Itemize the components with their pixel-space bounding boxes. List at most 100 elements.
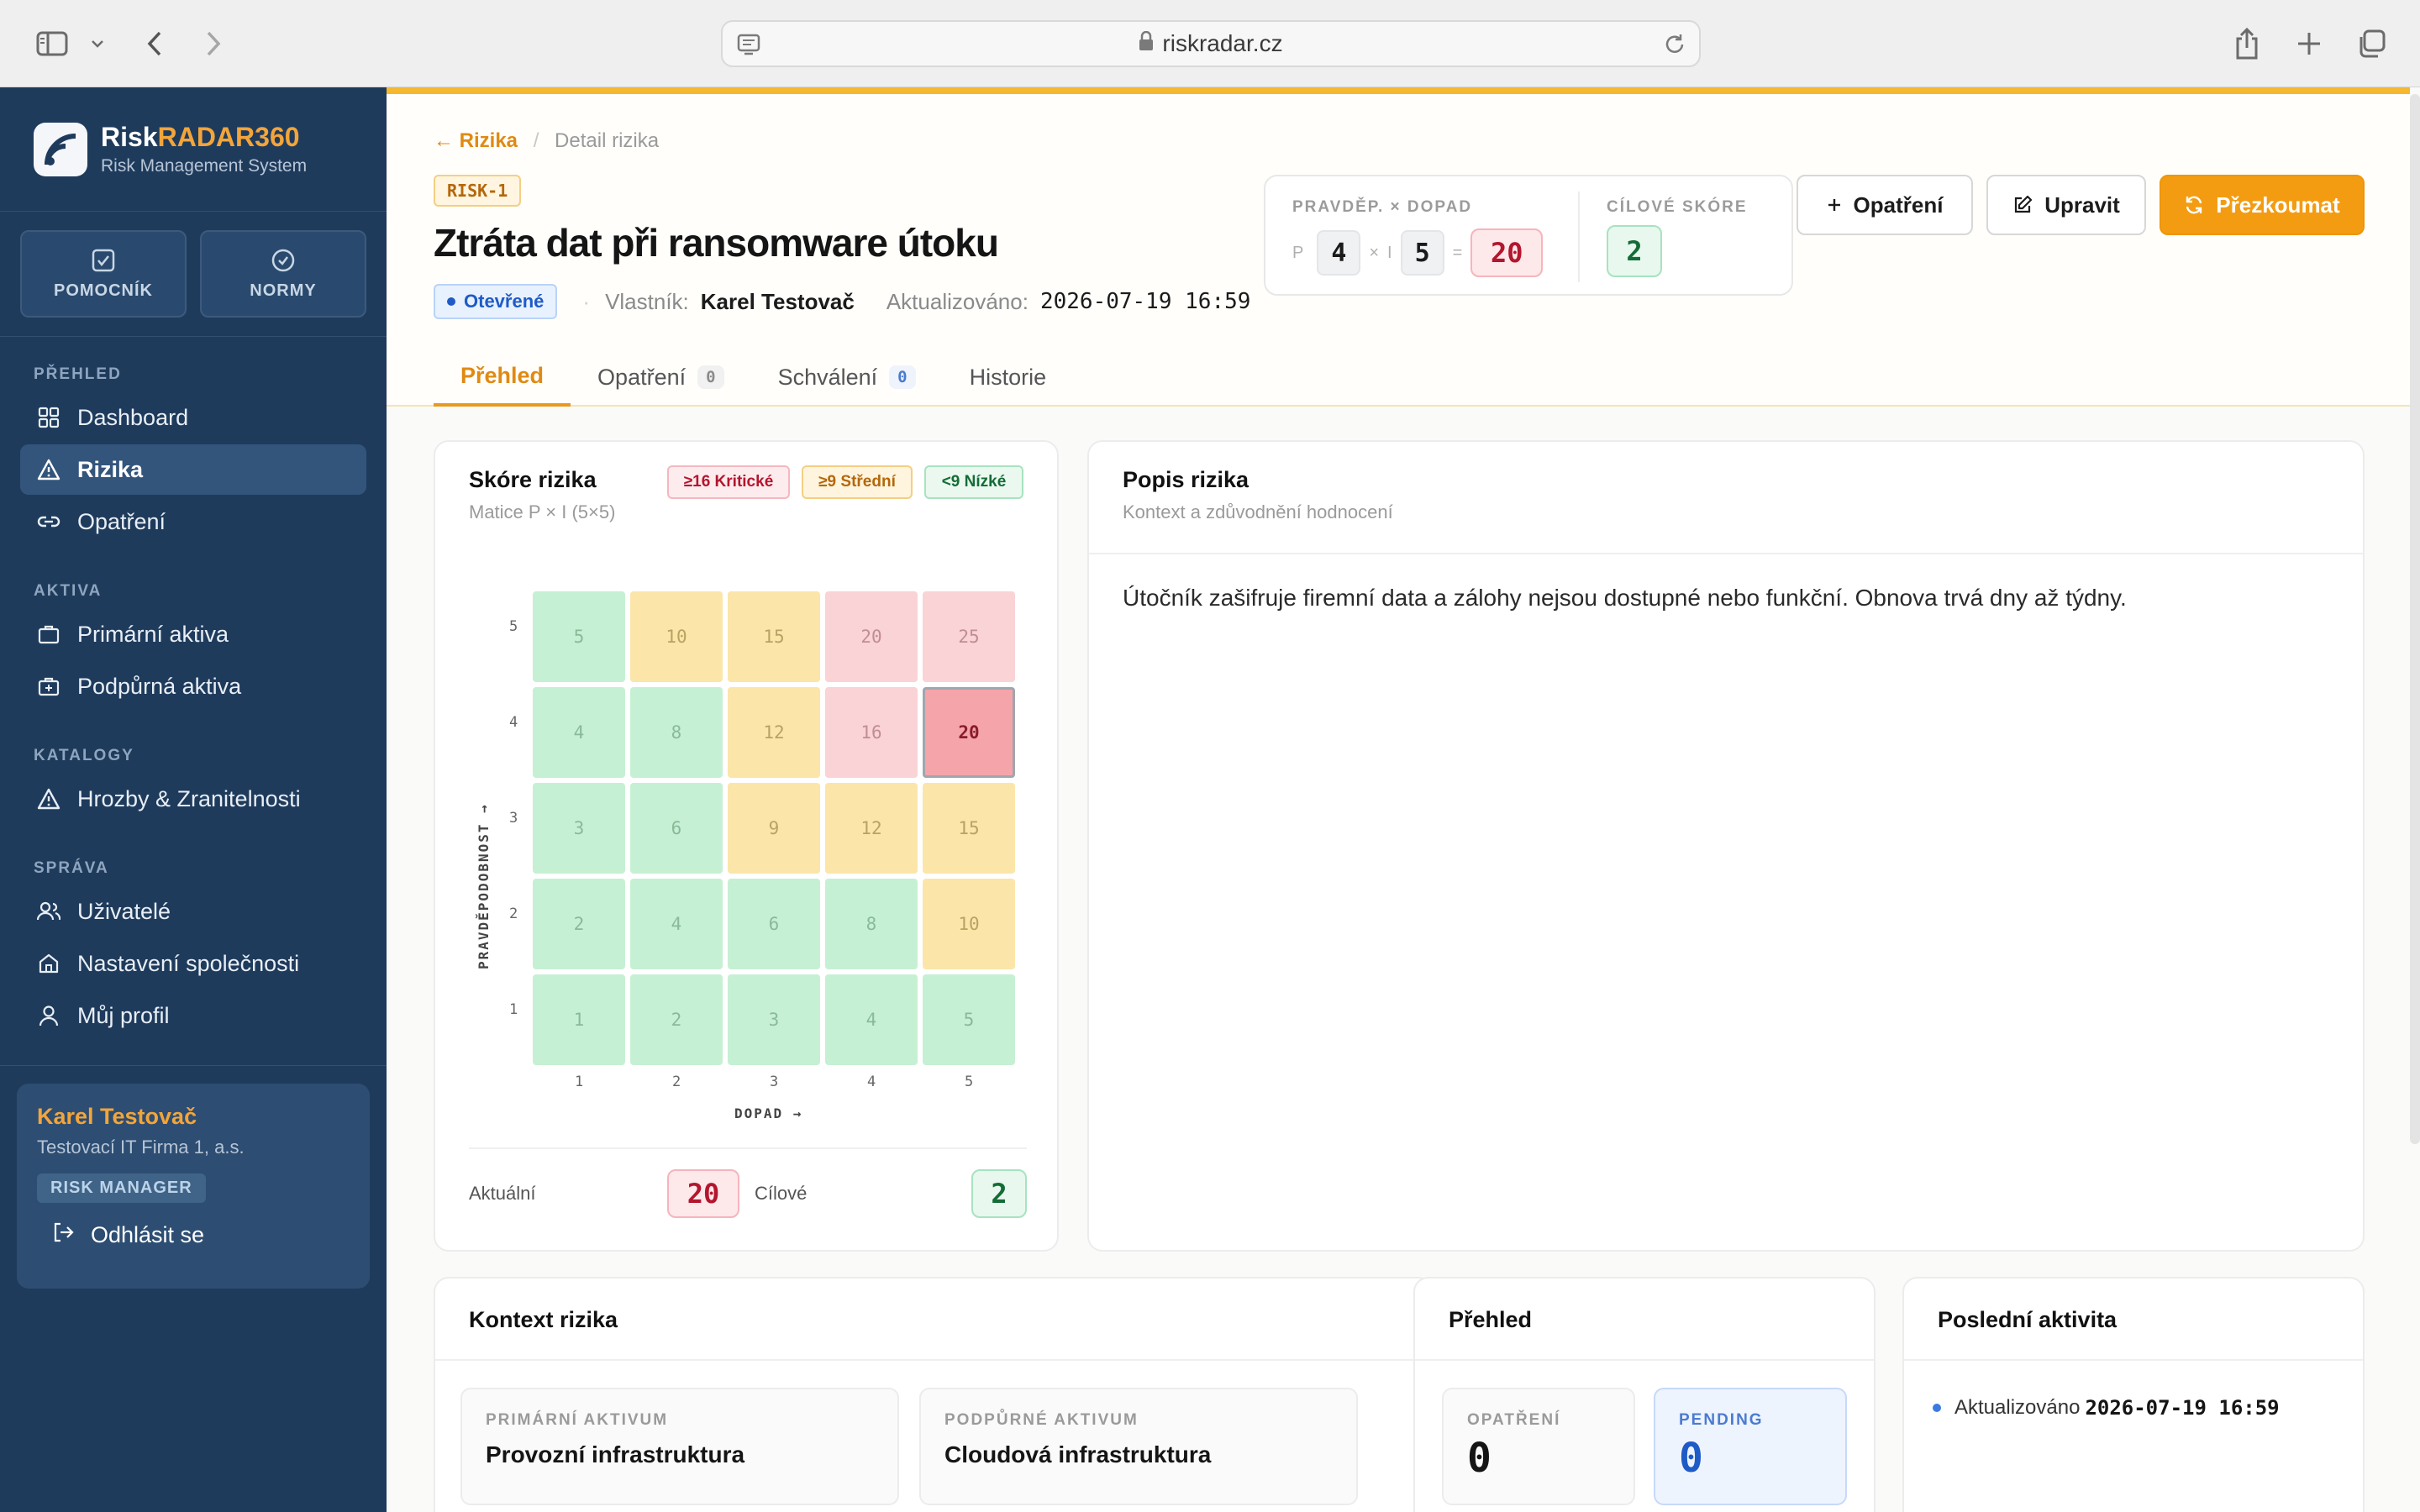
tab-overview-icon[interactable] bbox=[2354, 20, 2388, 67]
primary-asset-value: Provozní infrastruktura bbox=[486, 1441, 745, 1467]
matrix-cell[interactable]: 10 bbox=[923, 879, 1015, 969]
sidebar-item-label: Hrozby & Zranitelnosti bbox=[77, 785, 301, 811]
assistant-button[interactable]: POMOCNÍK bbox=[20, 230, 187, 318]
url-text: riskradar.cz bbox=[1162, 30, 1283, 56]
matrix-cell[interactable]: 2 bbox=[533, 879, 625, 969]
sidebar-item-threats[interactable]: Hrozby & Zranitelnosti bbox=[20, 774, 366, 824]
y-tick-label: 4 bbox=[509, 714, 518, 731]
description-text: Útočník zašifruje firemní data a zálohy … bbox=[1123, 585, 2127, 611]
matrix-cell[interactable]: 2 bbox=[630, 974, 723, 1065]
sidebar-item-measures[interactable]: Opatření bbox=[20, 496, 366, 547]
matrix-cell[interactable]: 15 bbox=[923, 783, 1015, 874]
user-name: Karel Testovač bbox=[37, 1104, 197, 1129]
sidebar-toggle-icon[interactable] bbox=[32, 20, 72, 67]
matrix-cell[interactable]: 3 bbox=[533, 783, 625, 874]
pending-count-value: 0 bbox=[1679, 1435, 1703, 1482]
matrix-cell[interactable]: 12 bbox=[825, 783, 918, 874]
matrix-cell[interactable]: 4 bbox=[630, 879, 723, 969]
status-badge: Otevřené bbox=[434, 284, 558, 319]
tab-approvals[interactable]: Schválení 0 bbox=[751, 348, 943, 407]
breadcrumb-back-link[interactable]: ← Rizika bbox=[434, 129, 518, 152]
standards-label: NORMY bbox=[250, 281, 317, 300]
matrix-cell[interactable]: 10 bbox=[630, 591, 723, 682]
tab-label: Přehled bbox=[460, 362, 544, 388]
y-tick-label: 2 bbox=[509, 906, 518, 922]
logout-button[interactable]: Odhlásit se bbox=[52, 1221, 350, 1249]
matrix-cell[interactable]: 12 bbox=[728, 687, 820, 778]
matrix-cell[interactable]: 4 bbox=[533, 687, 625, 778]
sidebar-item-my-profile[interactable]: Můj profil bbox=[20, 990, 366, 1041]
target-score-value: 2 bbox=[1607, 225, 1662, 277]
description-divider bbox=[1089, 553, 2363, 554]
pending-count-box: PENDING 0 bbox=[1654, 1388, 1847, 1505]
check-square-icon bbox=[92, 249, 115, 271]
tab-measures[interactable]: Opatření 0 bbox=[571, 348, 751, 407]
site-settings-icon[interactable] bbox=[736, 32, 761, 63]
matrix-cell[interactable]: 6 bbox=[728, 879, 820, 969]
score-summary: PRAVDĚP. × DOPAD P 4 × I 5 = 20 CÍLOVÉ S… bbox=[1264, 175, 1793, 296]
impact-value: 5 bbox=[1400, 230, 1444, 276]
matrix-cell[interactable]: 20 bbox=[923, 687, 1015, 778]
reload-icon[interactable] bbox=[1662, 32, 1687, 63]
chevron-down-icon[interactable] bbox=[87, 20, 108, 67]
matrix-cell[interactable]: 6 bbox=[630, 783, 723, 874]
add-measure-button[interactable]: Opatření bbox=[1797, 175, 1973, 235]
main-content: ← Rizika / Detail rizika RISK-1 Ztráta d… bbox=[387, 87, 2420, 1512]
page-title: Ztráta dat při ransomware útoku bbox=[434, 221, 999, 265]
y-tick-label: 3 bbox=[509, 810, 518, 827]
sidebar-item-label: Nastavení společnosti bbox=[77, 950, 300, 976]
activity-item: Aktualizováno 2026-07-19 16:59 bbox=[1933, 1396, 2280, 1420]
matrix-cell[interactable]: 25 bbox=[923, 591, 1015, 682]
grid-icon bbox=[37, 406, 60, 429]
risk-matrix: 5 5 10 15 20 25 4 4 8 12 16 20 3 3 6 9 12 15 2 2 4 6 8 10 1 1 2 3 4 5… bbox=[435, 442, 1060, 1114]
sidebar-item-support-assets[interactable]: Podpůrná aktiva bbox=[20, 661, 366, 711]
matrix-cell[interactable]: 3 bbox=[728, 974, 820, 1065]
matrix-cell[interactable]: 8 bbox=[630, 687, 723, 778]
score-result: 20 bbox=[1470, 228, 1544, 277]
matrix-cell[interactable]: 16 bbox=[825, 687, 918, 778]
status-label: Otevřené bbox=[464, 291, 544, 312]
scrollbar[interactable] bbox=[2410, 94, 2420, 1144]
matrix-cell[interactable]: 5 bbox=[533, 591, 625, 682]
sidebar-item-label: Opatření bbox=[77, 508, 166, 534]
home-icon bbox=[37, 952, 60, 975]
activity-label: Aktualizováno bbox=[1954, 1396, 2081, 1419]
sidebar-item-label: Uživatelé bbox=[77, 898, 171, 924]
y-tick-label: 1 bbox=[509, 1001, 518, 1018]
matrix-cell[interactable]: 20 bbox=[825, 591, 918, 682]
sidebar-item-dashboard[interactable]: Dashboard bbox=[20, 392, 366, 443]
sidebar-item-label: Můj profil bbox=[77, 1002, 170, 1028]
sidebar-item-primary-assets[interactable]: Primární aktiva bbox=[20, 609, 366, 659]
role-badge: RISK MANAGER bbox=[37, 1173, 206, 1203]
address-bar[interactable]: riskradar.cz bbox=[721, 20, 1701, 67]
primary-asset-box[interactable]: PRIMÁRNÍ AKTIVUM Provozní infrastruktura bbox=[460, 1388, 899, 1505]
new-tab-icon[interactable] bbox=[2292, 20, 2326, 67]
matrix-cell[interactable]: 8 bbox=[825, 879, 918, 969]
forward-icon[interactable] bbox=[198, 20, 229, 67]
standards-button[interactable]: NORMY bbox=[200, 230, 366, 318]
logout-icon bbox=[52, 1221, 74, 1249]
radar-logo-icon bbox=[34, 122, 87, 176]
tab-overview[interactable]: Přehled bbox=[434, 348, 571, 407]
review-button[interactable]: Přezkoumat bbox=[2160, 175, 2365, 235]
matrix-cell[interactable]: 1 bbox=[533, 974, 625, 1065]
tab-label: Opatření bbox=[597, 364, 687, 390]
support-asset-box[interactable]: PODPŮRNÉ AKTIVUM Cloudová infrastruktura bbox=[919, 1388, 1358, 1505]
current-score-label: Aktuální bbox=[469, 1183, 536, 1204]
sidebar-item-company-settings[interactable]: Nastavení společnosti bbox=[20, 938, 366, 989]
matrix-cell[interactable]: 4 bbox=[825, 974, 918, 1065]
matrix-cell[interactable]: 9 bbox=[728, 783, 820, 874]
back-icon[interactable] bbox=[139, 20, 170, 67]
sidebar-item-risks[interactable]: Rizika bbox=[20, 444, 366, 495]
sidebar-item-users[interactable]: Uživatelé bbox=[20, 886, 366, 937]
share-icon[interactable] bbox=[2230, 20, 2264, 67]
matrix-cell[interactable]: 15 bbox=[728, 591, 820, 682]
activity-title: Poslední aktivita bbox=[1938, 1307, 2118, 1332]
tab-history[interactable]: Historie bbox=[943, 348, 1074, 407]
user-icon bbox=[37, 1004, 60, 1027]
matrix-cell[interactable]: 5 bbox=[923, 974, 1015, 1065]
edit-button[interactable]: Upravit bbox=[1986, 175, 2146, 235]
brand[interactable]: RiskRADAR360 Risk Management System bbox=[0, 87, 387, 212]
risk-context-card: Kontext rizika PRIMÁRNÍ AKTIVUM Provozní… bbox=[434, 1277, 1434, 1512]
measures-count-value: 0 bbox=[1467, 1435, 1491, 1482]
